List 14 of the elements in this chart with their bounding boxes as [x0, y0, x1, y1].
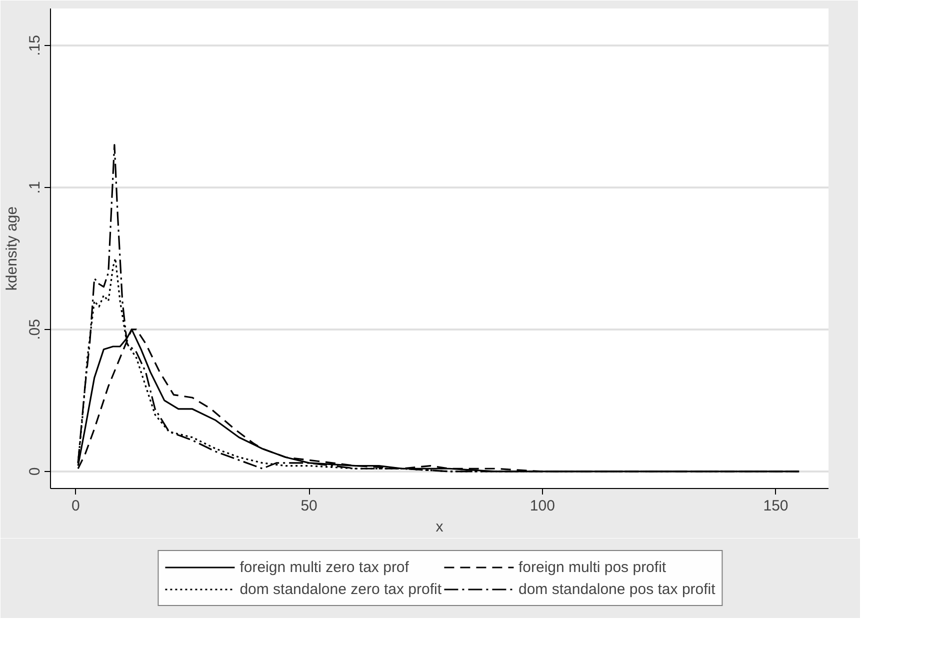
y-tick-label: .15: [26, 34, 44, 56]
y-tick-label: .1: [26, 181, 44, 194]
x-tick-label: 50: [300, 498, 318, 514]
y-axis-title: kdensity age: [4, 206, 20, 291]
legend-label: dom standalone pos tax profit: [518, 580, 716, 598]
x-tick-label: 100: [530, 498, 555, 514]
legend-label: dom standalone zero tax profit: [240, 580, 442, 598]
y-tick-label: .05: [26, 319, 44, 340]
x-axis-title: x: [436, 518, 444, 536]
x-tick-label: 150: [763, 498, 788, 514]
legend-label: foreign multi pos profit: [518, 558, 666, 576]
legend-label: foreign multi zero tax prof: [240, 558, 409, 576]
y-tick-label: 0: [26, 467, 44, 476]
x-tick-label: 0: [72, 498, 80, 514]
